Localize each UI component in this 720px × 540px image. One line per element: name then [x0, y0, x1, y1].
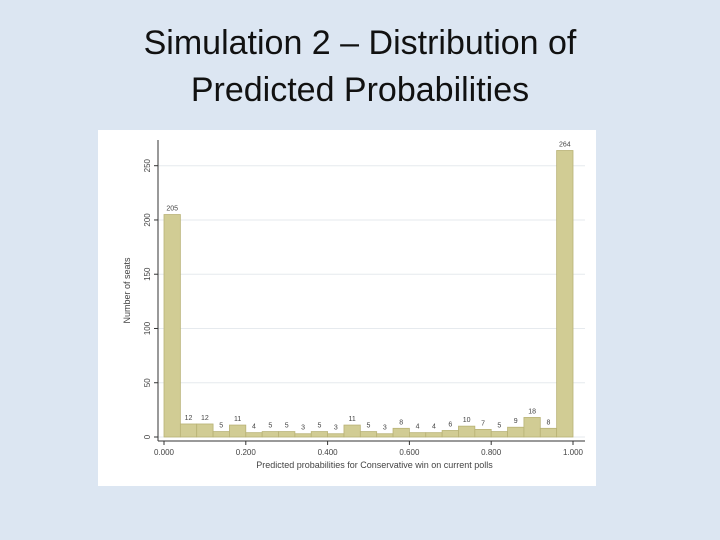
histogram-bar: [556, 150, 574, 438]
bar-value-label: 5: [285, 423, 289, 430]
bar-value-label: 5: [268, 423, 272, 430]
histogram-bar: [196, 423, 214, 438]
gridlines: [158, 140, 585, 438]
slide-title-line-2: Predicted Probabilities: [190, 71, 530, 109]
bar-value-label: 9: [514, 418, 518, 425]
bar-value-label: 11: [348, 416, 355, 423]
bar-value-label: 4: [416, 424, 420, 431]
bar-value-label: 5: [317, 423, 321, 430]
y-axis-label: Number of seats: [122, 257, 132, 324]
bar-value-label: 4: [252, 424, 256, 431]
slide-title-line-1: Simulation 2 – Distribution of: [143, 24, 577, 62]
x-tick-label: 0.800: [481, 448, 502, 457]
y-tick-label: 50: [143, 378, 152, 387]
histogram-bar: [458, 425, 476, 438]
bar-value-label: 3: [301, 425, 305, 432]
bar-value-label: 11: [234, 416, 241, 423]
slide-title: Simulation 2 – Distribution of Predicted…: [60, 20, 660, 114]
histogram-bar: [310, 431, 329, 438]
histogram-bar: [425, 432, 443, 438]
y-tick-label: 250: [143, 158, 152, 172]
plot-area: [158, 140, 585, 437]
bar-value-label: 5: [497, 423, 501, 430]
bar-value-label: 5: [367, 423, 371, 430]
x-tick-label: 0.000: [154, 448, 175, 457]
bar-value-label: 6: [448, 421, 452, 428]
histogram-bar: [245, 432, 263, 438]
bar-value-label: 4: [432, 424, 436, 431]
histogram-bar: [507, 426, 525, 438]
bar-value-label: 12: [201, 415, 209, 422]
histogram-bar: [229, 424, 247, 438]
histogram-bar: [408, 432, 427, 438]
histogram-bar: [441, 430, 459, 438]
histogram-chart: 205 12 12 5 11 4 5 5 3 5 3 11 5 3 8 4 4 6 10 7 5 9 18 8 264 0 50 1…: [122, 140, 585, 470]
histogram-bar: [474, 429, 492, 438]
x-tick-label: 0.200: [236, 448, 257, 457]
axes: 0 50 100 150 200 250 0.000 0.200 0.400 0.600 0.800…: [143, 140, 585, 457]
bars: [163, 150, 574, 438]
data-labels: 205 12 12 5 11 4 5 5 3 5 3 11 5 3 8 4 4 6 10 7 5 9 18 8 264: [166, 142, 570, 432]
y-tick-label: 200: [143, 213, 152, 227]
y-tick-label: 0: [143, 434, 152, 439]
histogram-bar: [294, 433, 312, 438]
x-tick-label: 1.000: [563, 448, 584, 457]
histogram-bar: [212, 431, 230, 438]
bar-value-label: 8: [547, 419, 551, 426]
histogram-bar: [179, 423, 198, 438]
histogram-bar: [490, 431, 508, 438]
x-tick-label: 0.400: [318, 448, 339, 457]
bar-value-label: 205: [166, 206, 178, 213]
histogram-bar: [392, 427, 410, 438]
histogram-bar: [359, 431, 378, 438]
bar-value-label: 5: [219, 423, 223, 430]
y-tick-label: 100: [143, 321, 152, 335]
bar-value-label: 12: [185, 415, 193, 422]
bar-value-label: 3: [334, 425, 338, 432]
chart-frame: 205 12 12 5 11 4 5 5 3 5 3 11 5 3 8 4 4 6 10 7 5 9 18 8 264 0 50 1…: [98, 130, 596, 486]
bar-value-label: 7: [481, 420, 485, 427]
histogram-bar: [376, 433, 394, 438]
bar-value-label: 264: [559, 142, 571, 149]
bar-value-label: 3: [383, 425, 387, 432]
histogram-bar: [261, 431, 279, 438]
bar-value-label: 8: [399, 419, 403, 426]
x-tick-label: 0.600: [399, 448, 420, 457]
histogram-bar: [278, 431, 296, 438]
histogram-bar: [523, 417, 541, 438]
histogram-bar: [327, 433, 345, 438]
histogram-bar: [539, 427, 558, 438]
histogram-bar: [343, 424, 361, 438]
bar-value-label: 10: [463, 417, 471, 424]
bar-value-label: 18: [528, 408, 536, 415]
y-tick-label: 150: [143, 267, 152, 281]
x-axis-label: Predicted probabilities for Conservative…: [256, 460, 493, 470]
histogram-bar: [163, 214, 181, 438]
